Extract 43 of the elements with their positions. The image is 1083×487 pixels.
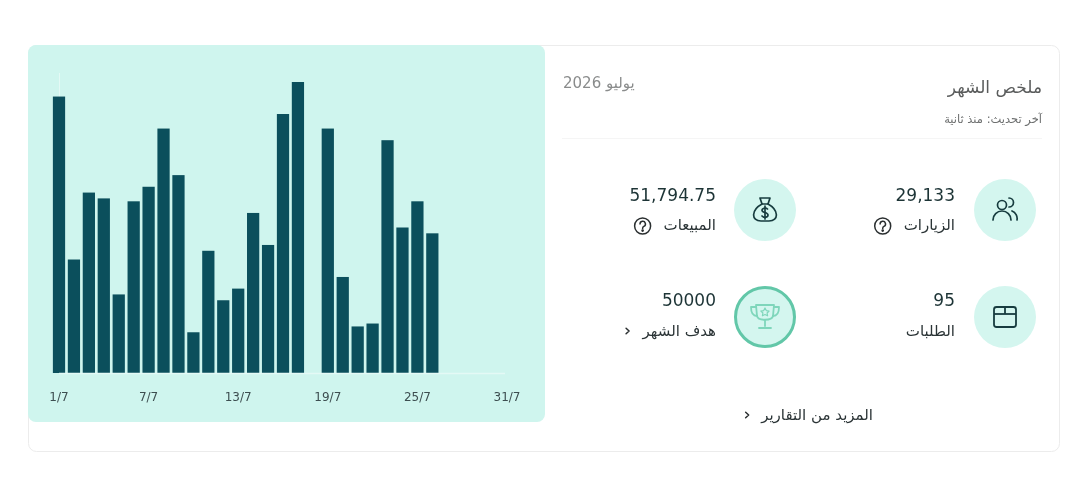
bar — [82, 192, 95, 373]
bar — [426, 233, 439, 373]
bar — [97, 198, 110, 373]
bar — [321, 128, 334, 373]
bar — [217, 300, 230, 373]
x-tick-label: 31/7 — [493, 390, 521, 404]
bar — [411, 201, 424, 373]
text: آخر تحديث: منذ ثانية — [944, 112, 1043, 127]
bar — [172, 175, 185, 373]
bar — [261, 244, 275, 373]
bar — [142, 186, 155, 373]
bar — [396, 227, 409, 373]
bar — [366, 323, 379, 373]
text: هدف الشهر — [641, 322, 717, 340]
text: المزيد من التقارير — [760, 406, 873, 424]
x-tick-label: 25/7 — [403, 390, 431, 404]
text: ملخص الشهر — [946, 77, 1042, 98]
bar — [202, 250, 215, 373]
bar — [381, 140, 394, 373]
text: الزيارات — [903, 216, 955, 234]
bar — [232, 288, 245, 373]
x-tick-label: 1/7 — [49, 390, 69, 404]
text: 51,794.75 — [629, 185, 716, 205]
bar — [291, 82, 305, 373]
x-tick-label: 13/7 — [224, 390, 252, 404]
bar — [127, 201, 140, 373]
bar — [67, 259, 81, 373]
text: 95 — [933, 290, 955, 310]
bar — [351, 326, 364, 373]
x-tick-label: 19/7 — [314, 390, 342, 404]
bar — [247, 212, 260, 373]
bar — [52, 96, 66, 373]
text: 50000 — [661, 290, 716, 310]
text: الطلبات — [905, 322, 955, 340]
x-tick-label: 7/7 — [138, 390, 159, 404]
bar — [112, 294, 125, 373]
bar — [157, 128, 170, 373]
text: المبيعات — [663, 216, 716, 234]
bar — [276, 114, 290, 373]
bar — [187, 332, 200, 373]
text: يوليو 2026 — [563, 74, 635, 92]
text: 29,133 — [895, 185, 955, 205]
bar — [336, 276, 349, 373]
